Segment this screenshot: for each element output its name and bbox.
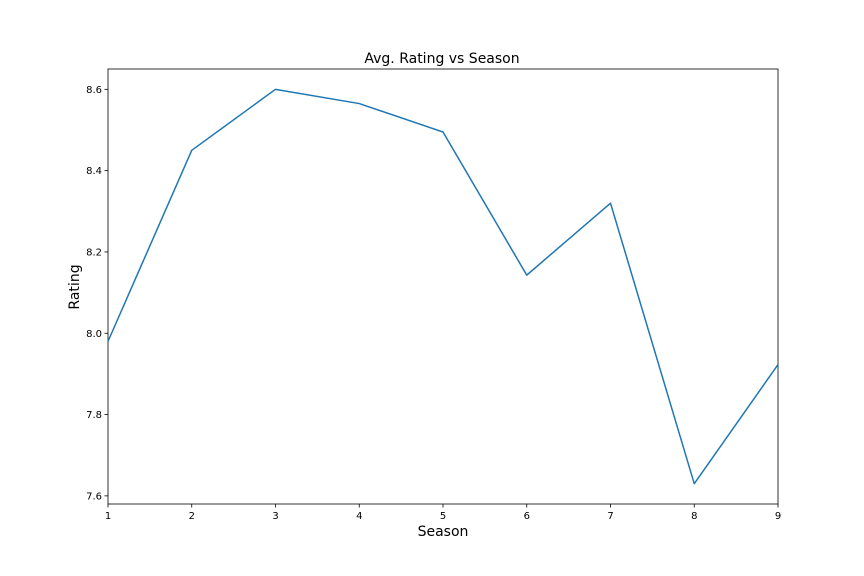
x-tick-label: 8: [691, 511, 697, 522]
x-tick-label: 9: [775, 511, 781, 522]
data-point: [693, 482, 695, 484]
data-point: [442, 131, 444, 133]
data-point: [107, 340, 109, 342]
y-axis: 7.6 7.8 8.0 8.2 8.4 8.6: [86, 85, 108, 502]
data-point: [777, 363, 779, 365]
chart-title: Avg. Rating vs Season: [364, 51, 519, 67]
plot-area: [107, 68, 779, 505]
x-tick-label: 2: [189, 511, 195, 522]
x-axis-label: Season: [418, 524, 469, 540]
y-tick-label: 7.8: [86, 410, 102, 421]
data-point: [274, 88, 276, 90]
series-line: [107, 88, 779, 485]
y-tick-label: 8.2: [86, 247, 102, 258]
x-axis: 1 2 3 4 5 6 7 8 9: [105, 504, 781, 522]
data-point: [526, 274, 528, 276]
y-tick-label: 7.6: [86, 491, 102, 502]
data-point: [609, 202, 611, 204]
x-tick-label: 1: [105, 511, 111, 522]
y-tick-label: 8.4: [86, 166, 102, 177]
y-tick-label: 8.6: [86, 85, 102, 96]
x-tick-label: 3: [272, 511, 278, 522]
y-tick-label: 8.0: [86, 329, 102, 340]
series-layer: [107, 88, 779, 485]
x-tick-label: 5: [440, 511, 446, 522]
x-tick-label: 4: [356, 511, 362, 522]
data-point: [191, 149, 193, 151]
data-point: [358, 102, 360, 104]
y-axis-label: Rating: [67, 264, 83, 309]
x-tick-label: 6: [524, 511, 530, 522]
x-tick-label: 7: [607, 511, 613, 522]
